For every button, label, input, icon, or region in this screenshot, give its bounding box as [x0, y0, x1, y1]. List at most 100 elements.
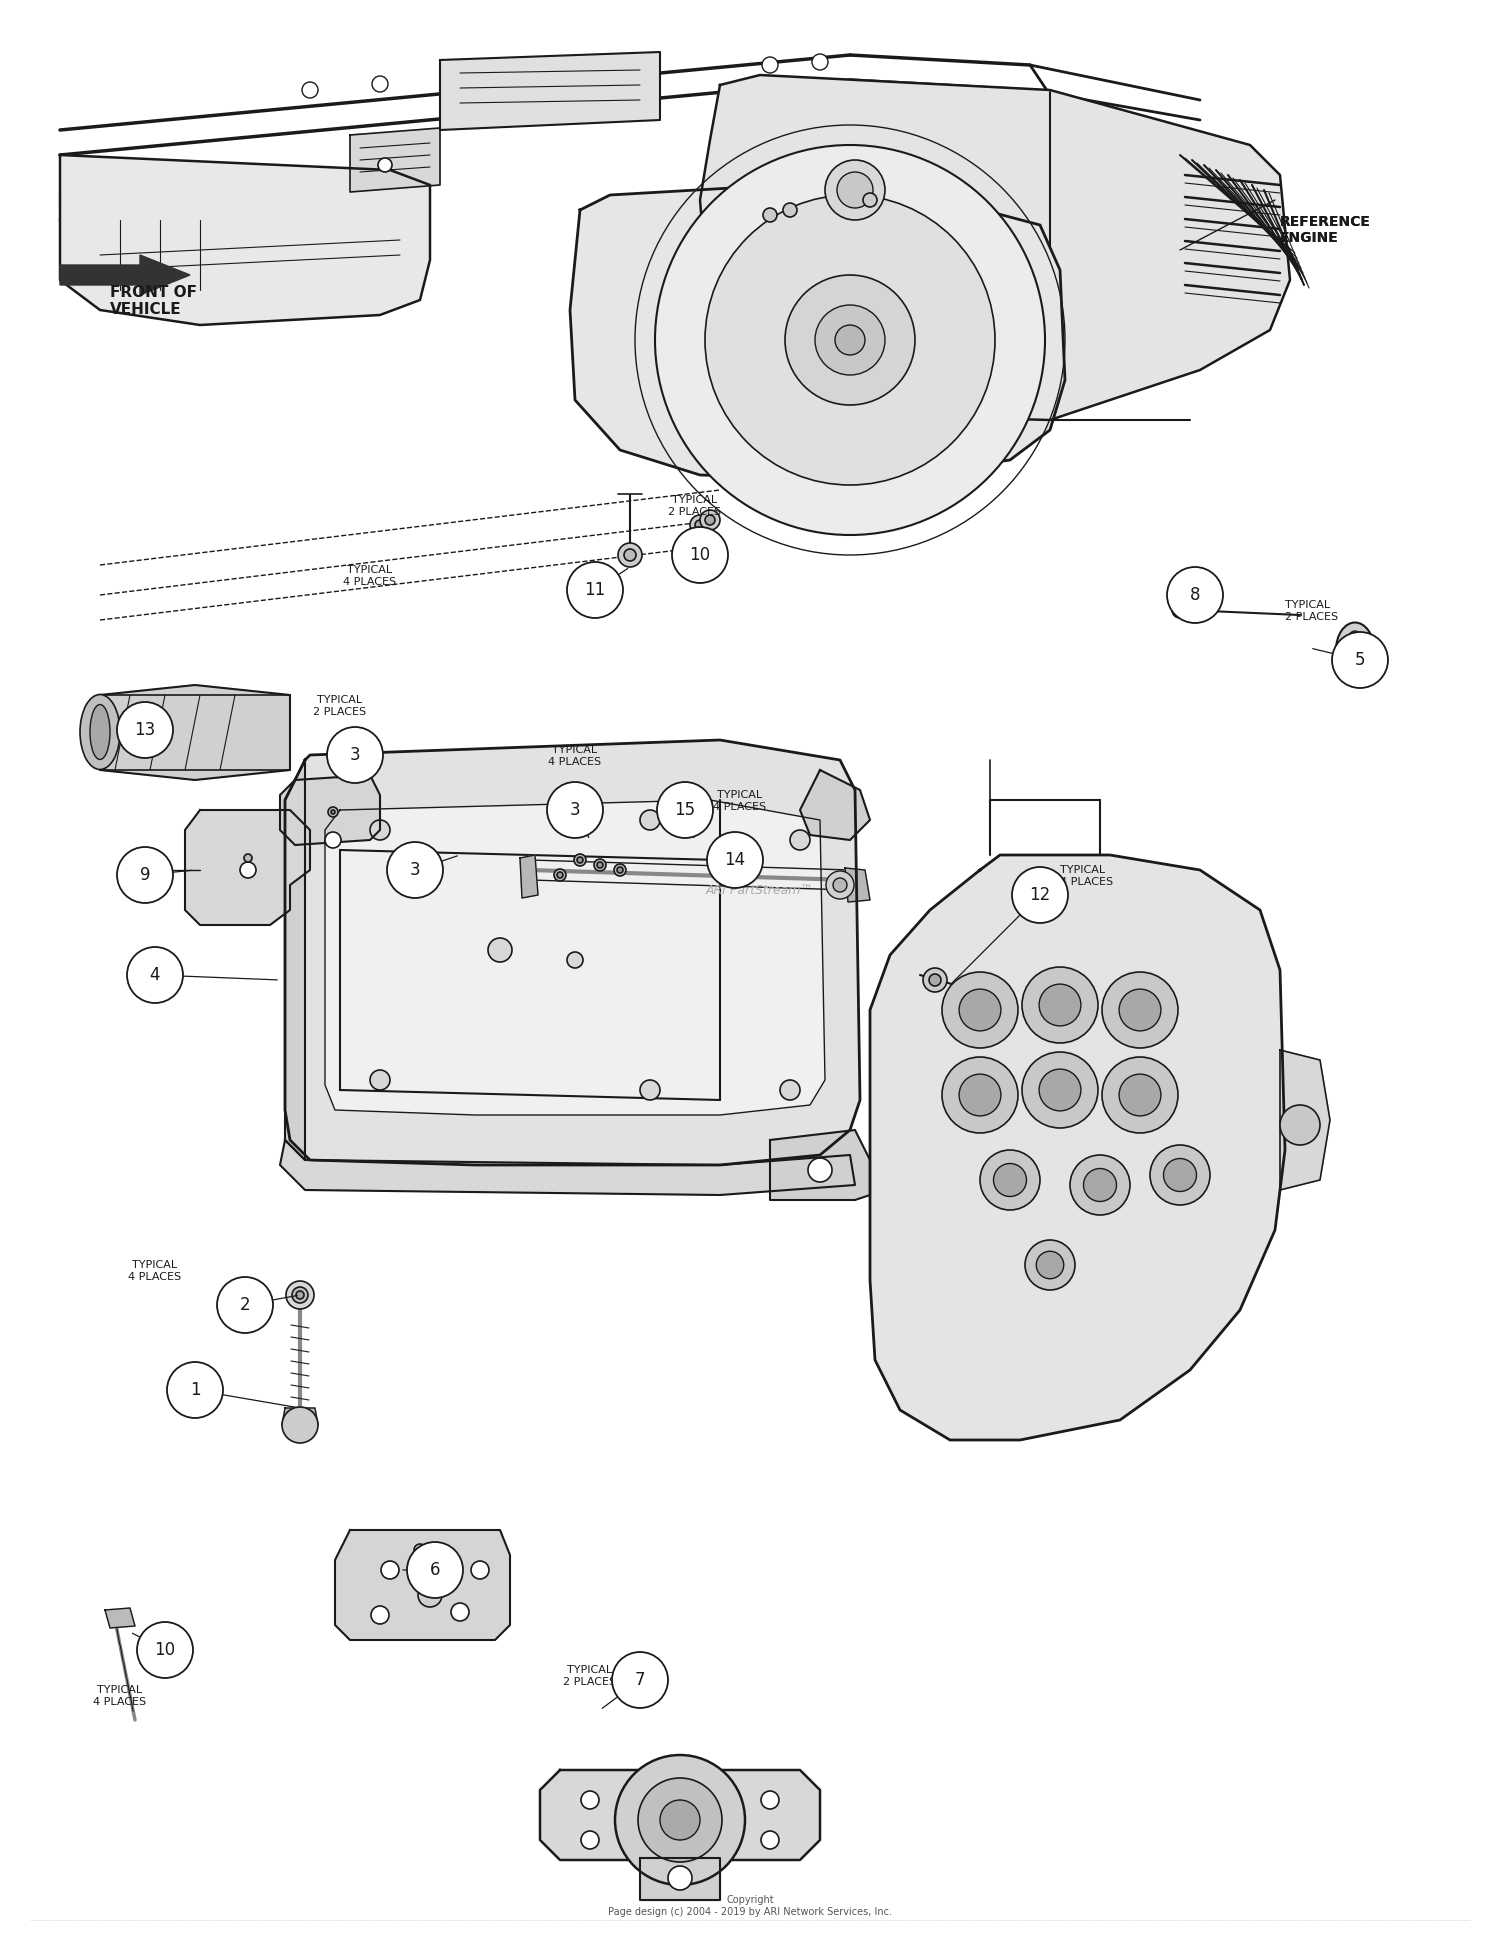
Polygon shape: [844, 867, 870, 902]
Circle shape: [370, 1607, 388, 1624]
Text: TYPICAL
2 PLACES: TYPICAL 2 PLACES: [314, 695, 366, 716]
Circle shape: [660, 1800, 700, 1839]
Text: 7: 7: [634, 1671, 645, 1688]
Polygon shape: [350, 128, 439, 192]
Polygon shape: [700, 76, 1290, 420]
Text: TYPICAL
2 PLACES: TYPICAL 2 PLACES: [669, 496, 722, 517]
Polygon shape: [334, 1529, 510, 1640]
Circle shape: [1024, 1239, 1075, 1289]
Circle shape: [668, 1866, 692, 1890]
Polygon shape: [285, 740, 859, 1165]
Circle shape: [328, 807, 338, 817]
Circle shape: [548, 782, 603, 838]
Circle shape: [217, 1278, 273, 1334]
Circle shape: [1040, 983, 1082, 1026]
Circle shape: [928, 974, 940, 985]
Text: ARI PartStream™: ARI PartStream™: [706, 883, 815, 896]
Text: 5: 5: [1354, 650, 1365, 670]
Text: 10: 10: [154, 1642, 176, 1659]
Text: 14: 14: [724, 852, 746, 869]
Circle shape: [1013, 867, 1068, 923]
Circle shape: [1172, 602, 1188, 618]
Circle shape: [488, 939, 512, 962]
Text: TYPICAL
4 PLACES: TYPICAL 4 PLACES: [93, 1684, 147, 1708]
Circle shape: [117, 703, 172, 759]
Circle shape: [597, 862, 603, 867]
Circle shape: [942, 972, 1019, 1047]
Text: 8: 8: [1190, 587, 1200, 604]
Circle shape: [705, 196, 995, 486]
Text: 2: 2: [240, 1295, 250, 1315]
Circle shape: [580, 1791, 598, 1808]
Circle shape: [244, 854, 252, 862]
Text: 4: 4: [150, 966, 160, 983]
Polygon shape: [440, 52, 660, 130]
Text: 13: 13: [135, 720, 156, 740]
Circle shape: [128, 947, 183, 1003]
Circle shape: [612, 1651, 668, 1708]
Circle shape: [700, 509, 720, 530]
Circle shape: [1102, 972, 1178, 1047]
Circle shape: [783, 203, 796, 217]
Circle shape: [837, 172, 873, 207]
Polygon shape: [1280, 1049, 1330, 1191]
Circle shape: [378, 159, 392, 172]
Circle shape: [1083, 1169, 1116, 1202]
Circle shape: [419, 1584, 442, 1607]
Circle shape: [1070, 1156, 1130, 1216]
Circle shape: [1119, 989, 1161, 1030]
Circle shape: [282, 1407, 318, 1442]
Circle shape: [827, 871, 854, 898]
Polygon shape: [326, 800, 825, 1115]
Polygon shape: [870, 856, 1286, 1440]
Circle shape: [452, 1603, 470, 1620]
Polygon shape: [100, 685, 290, 780]
Circle shape: [1164, 1158, 1197, 1191]
Circle shape: [980, 1150, 1040, 1210]
Circle shape: [638, 1777, 722, 1862]
Circle shape: [808, 1158, 832, 1183]
Text: 3: 3: [350, 745, 360, 765]
Circle shape: [958, 989, 1000, 1030]
Text: REFERENCE
ENGINE: REFERENCE ENGINE: [1280, 215, 1371, 246]
Polygon shape: [282, 1407, 318, 1425]
Text: TYPICAL
4 PLACES: TYPICAL 4 PLACES: [549, 745, 602, 767]
Circle shape: [833, 879, 848, 892]
Circle shape: [1022, 966, 1098, 1044]
Text: 1: 1: [189, 1380, 201, 1400]
Polygon shape: [540, 1770, 820, 1860]
Ellipse shape: [80, 695, 120, 769]
Circle shape: [414, 1545, 426, 1557]
Circle shape: [554, 869, 566, 881]
Polygon shape: [184, 809, 310, 925]
Text: 15: 15: [675, 802, 696, 819]
Text: FRONT OF
VEHICLE: FRONT OF VEHICLE: [110, 285, 196, 318]
Circle shape: [922, 968, 946, 991]
Circle shape: [812, 54, 828, 70]
Circle shape: [240, 862, 256, 879]
Circle shape: [760, 1791, 778, 1808]
Text: 9: 9: [140, 865, 150, 885]
Ellipse shape: [1336, 623, 1374, 678]
Polygon shape: [280, 774, 380, 844]
Text: 3: 3: [410, 862, 420, 879]
Circle shape: [640, 1080, 660, 1100]
Text: 10: 10: [690, 546, 711, 563]
Text: 12: 12: [1029, 887, 1050, 904]
Circle shape: [1036, 1251, 1064, 1280]
Circle shape: [580, 1831, 598, 1849]
Circle shape: [387, 842, 442, 898]
Circle shape: [1040, 1069, 1082, 1111]
Polygon shape: [60, 155, 430, 325]
Circle shape: [862, 194, 877, 207]
Circle shape: [706, 832, 764, 889]
Circle shape: [370, 821, 390, 840]
Polygon shape: [520, 856, 538, 898]
Polygon shape: [800, 771, 870, 840]
Circle shape: [578, 858, 584, 863]
Polygon shape: [105, 1609, 135, 1628]
Circle shape: [1150, 1144, 1210, 1204]
Circle shape: [136, 1622, 194, 1679]
Circle shape: [958, 1074, 1000, 1115]
Circle shape: [942, 1057, 1019, 1133]
